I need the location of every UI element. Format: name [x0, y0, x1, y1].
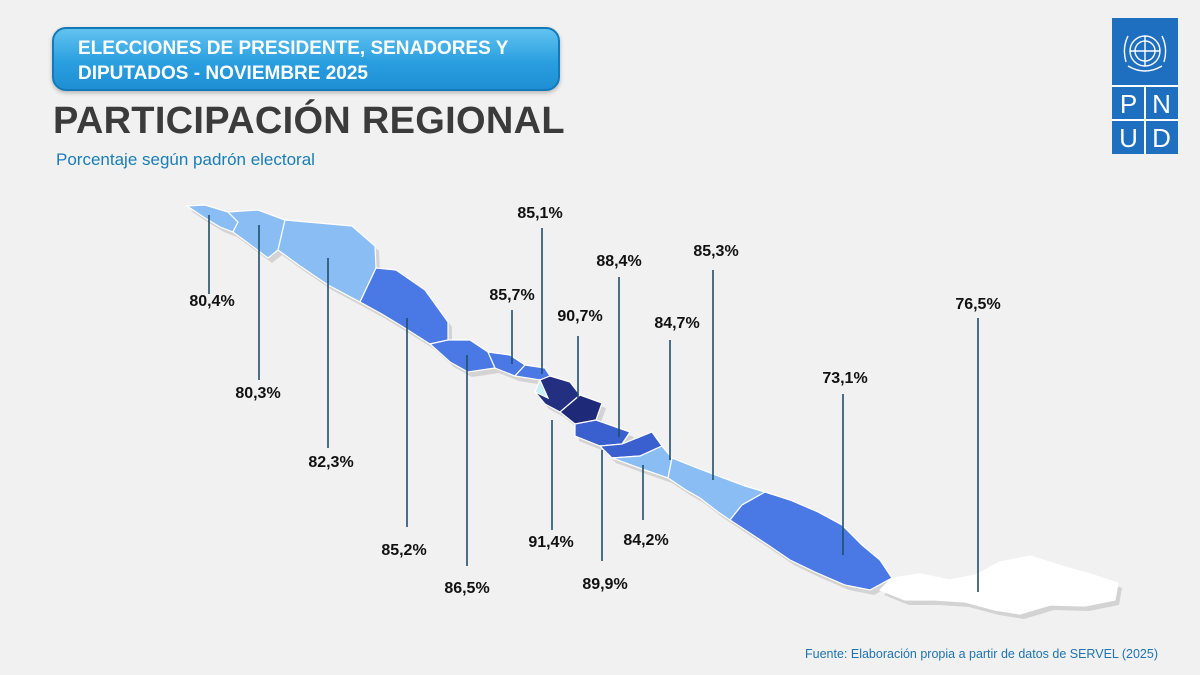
region-value-label-1: 80,4% [189, 293, 234, 310]
page-title: PARTICIPACIÓN REGIONAL [53, 100, 565, 142]
value-labels: 80,4% 80,3% 82,3% 85,2% 86,5% 85,7% 85,1% 90,7%… [189, 205, 1000, 597]
region-value-label-4: 85,2% [381, 542, 426, 559]
banner-line-2: DIPUTADOS - NOVIEMBRE 2025 [78, 63, 368, 84]
source-note: Fuente: Elaboración propia a partir de d… [805, 647, 1158, 661]
region-value-label-3: 82,3% [308, 454, 353, 471]
region-value-label-8: 90,7% [557, 308, 602, 325]
un-emblem-icon [1123, 35, 1167, 72]
banner-line-1: ELECCIONES DE PRESIDENTE, SENADORES Y [78, 38, 509, 59]
region-value-label-14: 85,3% [693, 243, 738, 260]
pnud-logo: P N U D [1112, 18, 1178, 154]
logo-letter-p: P [1120, 89, 1137, 119]
leader-lines [208, 215, 979, 592]
region-value-label-11: 89,9% [582, 576, 627, 593]
region-value-label-16: 76,5% [955, 296, 1000, 313]
logo-letter-u: U [1119, 123, 1138, 153]
region-value-label-9: 91,4% [528, 534, 573, 551]
region-value-label-5: 86,5% [444, 580, 489, 597]
region-shape-1 [185, 204, 239, 233]
region-shape-16 [534, 378, 550, 400]
logo-letter-n: N [1152, 89, 1171, 119]
region-shape-5 [428, 339, 496, 373]
region-shape-2 [226, 209, 286, 259]
region-value-label-10: 88,4% [596, 253, 641, 270]
regions-layer [185, 204, 1122, 619]
logo-letter-d: D [1152, 123, 1171, 153]
region-shape-14 [729, 491, 893, 591]
region-value-label-12: 84,7% [654, 315, 699, 332]
title-banner: ELECCIONES DE PRESIDENTE, SENADORES Y DI… [52, 27, 560, 91]
region-value-label-6: 85,7% [489, 287, 534, 304]
region-value-label-2: 80,3% [235, 385, 280, 402]
region-value-label-13: 84,2% [623, 532, 668, 549]
region-shape-3 [277, 219, 377, 303]
region-value-label-7: 85,1% [517, 205, 562, 222]
region-value-label-15: 73,1% [822, 370, 867, 387]
region-shape-4 [359, 267, 449, 345]
page-subtitle: Porcentaje según padrón electoral [56, 150, 315, 169]
region-shape-15 [878, 555, 1119, 615]
